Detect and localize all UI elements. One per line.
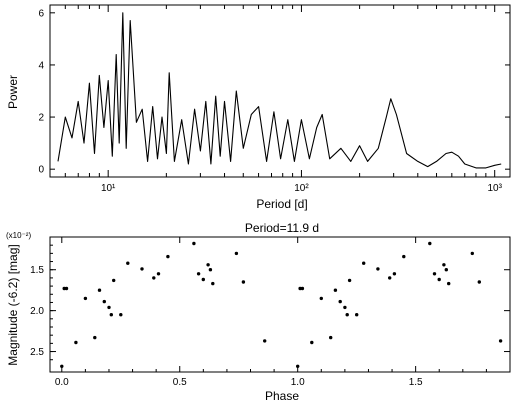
data-point (93, 335, 97, 340)
phase-y-multiplier: (x10⁻²) (6, 231, 31, 240)
phase-ticks: 1.5 2.0 2.5 0.0 0.5 1.0 1.5 (30, 237, 510, 388)
data-point (126, 261, 130, 265)
data-point (437, 277, 441, 282)
data-point (319, 296, 323, 301)
periodogram-ylabel: Power (6, 75, 20, 109)
data-point (376, 267, 380, 271)
data-point (156, 272, 161, 276)
data-point (338, 299, 342, 304)
data-point (477, 280, 481, 284)
data-point (442, 263, 446, 267)
periodogram-ytick-label: 4 (38, 60, 44, 71)
data-point (428, 241, 432, 246)
phase-xtick-label: 1.5 (409, 377, 423, 388)
phase-points (60, 241, 503, 368)
periodogram-xlabel: Period [d] (256, 197, 307, 211)
data-point (345, 313, 349, 317)
periodogram-series-line (57, 12, 502, 169)
phase-ylabel: Magnitude (-6.2) [mag] (6, 244, 20, 365)
data-point (211, 281, 215, 286)
phase-panel: 1.5 2.0 2.5 0.0 0.5 1.0 1.5 Period=11.9 d (x10… (6, 221, 511, 403)
data-point (140, 267, 144, 271)
data-point (201, 277, 205, 282)
data-point (97, 288, 102, 292)
periodogram-xtick-label: 10³ (487, 183, 502, 194)
data-point (347, 278, 352, 283)
phase-title: Period=11.9 d (245, 221, 319, 235)
data-point (119, 313, 123, 317)
data-point (234, 251, 239, 256)
data-point (208, 268, 213, 272)
data-point (343, 305, 347, 310)
data-point (392, 272, 397, 276)
data-point (300, 286, 305, 291)
data-point (388, 276, 392, 280)
data-point (355, 313, 359, 317)
periodogram-panel: 0 2 4 6 10¹ 10² 10³ Power Period [d] (6, 4, 511, 211)
phase-xtick-label: 0.5 (173, 377, 187, 388)
phase-ytick-label: 2.5 (30, 347, 44, 358)
data-point (64, 286, 69, 291)
phase-frame (49, 236, 511, 373)
data-point (329, 335, 333, 340)
data-point (60, 364, 64, 368)
data-point (166, 254, 170, 259)
periodogram-ytick-label: 0 (38, 165, 44, 176)
data-point (333, 288, 338, 292)
data-point (470, 251, 474, 256)
data-point (296, 364, 300, 368)
periodogram-frame (49, 4, 511, 178)
data-point (206, 263, 210, 267)
data-point (444, 268, 448, 272)
phase-ytick-label: 2.0 (30, 306, 44, 317)
data-point (192, 241, 196, 246)
phase-ytick-label: 1.5 (30, 265, 44, 276)
data-point (152, 276, 156, 280)
periodogram-ytick-label: 2 (38, 113, 44, 124)
periodogram-ytick-label: 6 (38, 8, 44, 19)
periodogram-ticks: 0 2 4 6 10¹ 10² 10³ (38, 5, 510, 194)
data-point (498, 339, 503, 343)
data-point (402, 254, 406, 259)
data-point (107, 305, 111, 310)
phase-xtick-label: 1.0 (291, 377, 305, 388)
data-point (74, 340, 78, 345)
data-point (196, 272, 201, 276)
periodogram-xtick-label: 10¹ (101, 183, 116, 194)
data-point (432, 272, 437, 276)
data-point (112, 278, 116, 283)
data-point (102, 299, 107, 304)
phase-xtick-label: 0.0 (55, 377, 69, 388)
data-point (263, 339, 267, 343)
periodogram-xtick-label: 10² (294, 183, 309, 194)
data-point (109, 313, 114, 317)
data-point (310, 340, 314, 345)
data-point (447, 281, 451, 286)
data-point (362, 261, 366, 265)
data-point (83, 296, 88, 301)
phase-xlabel: Phase (265, 389, 299, 403)
data-point (241, 280, 246, 284)
